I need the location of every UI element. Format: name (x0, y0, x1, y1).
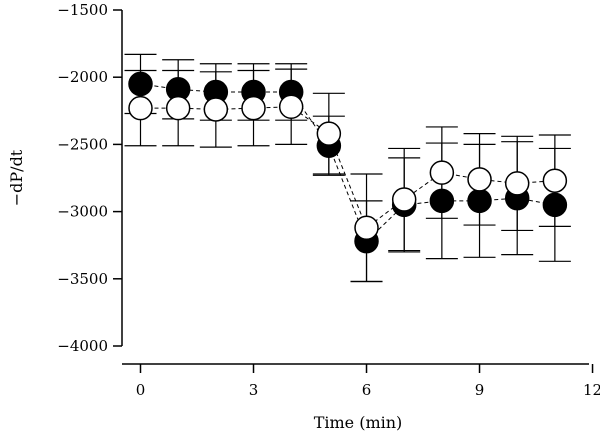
x-tick-label: 3 (249, 381, 259, 399)
series-1-line (140, 83, 555, 243)
x-axis-title: Time (min) (314, 413, 403, 432)
data-point-open (128, 95, 153, 121)
axes-layer (121, 10, 589, 365)
y-tick-label: −2000 (57, 68, 108, 86)
y-tick-label: −4000 (57, 337, 108, 355)
series-2-markers (128, 94, 568, 240)
data-point-open (429, 160, 455, 185)
y-tick-label: −2500 (57, 135, 108, 153)
y-tick-label: −3000 (57, 203, 108, 221)
x-tick-label: 6 (362, 381, 372, 399)
data-point-open (467, 167, 492, 192)
data-point-open (542, 168, 568, 193)
data-point-filled (542, 192, 568, 218)
data-point-open (203, 97, 229, 122)
y-tick-label: −1500 (57, 1, 108, 19)
x-tick-label: 9 (475, 381, 485, 399)
data-point-open (354, 215, 379, 240)
x-tick-label: 12 (583, 381, 600, 399)
y-axis-title: −dP/dt (7, 149, 26, 206)
data-point-open (165, 95, 191, 121)
data-point-open (316, 121, 342, 146)
data-point-filled (128, 71, 153, 97)
series-2-line (140, 106, 555, 229)
x-ticks: 0 3 6 9 12 (136, 364, 600, 399)
y-ticks: −1500 −2000 −2500 −3000 −3500 −4000 (57, 1, 122, 355)
x-tick-label: 0 (136, 381, 146, 399)
data-point-open (278, 94, 304, 120)
series-1-error-bars (124, 53, 571, 283)
y-tick-label: −3500 (57, 270, 108, 288)
data-point-filled (467, 188, 492, 214)
data-point-open (504, 171, 530, 196)
series-2-error-bars (124, 68, 571, 283)
series-1-markers (128, 71, 568, 254)
data-point-open (241, 95, 266, 121)
plot-area (124, 53, 571, 283)
data-point-filled (429, 188, 455, 214)
data-point-open (391, 187, 417, 212)
